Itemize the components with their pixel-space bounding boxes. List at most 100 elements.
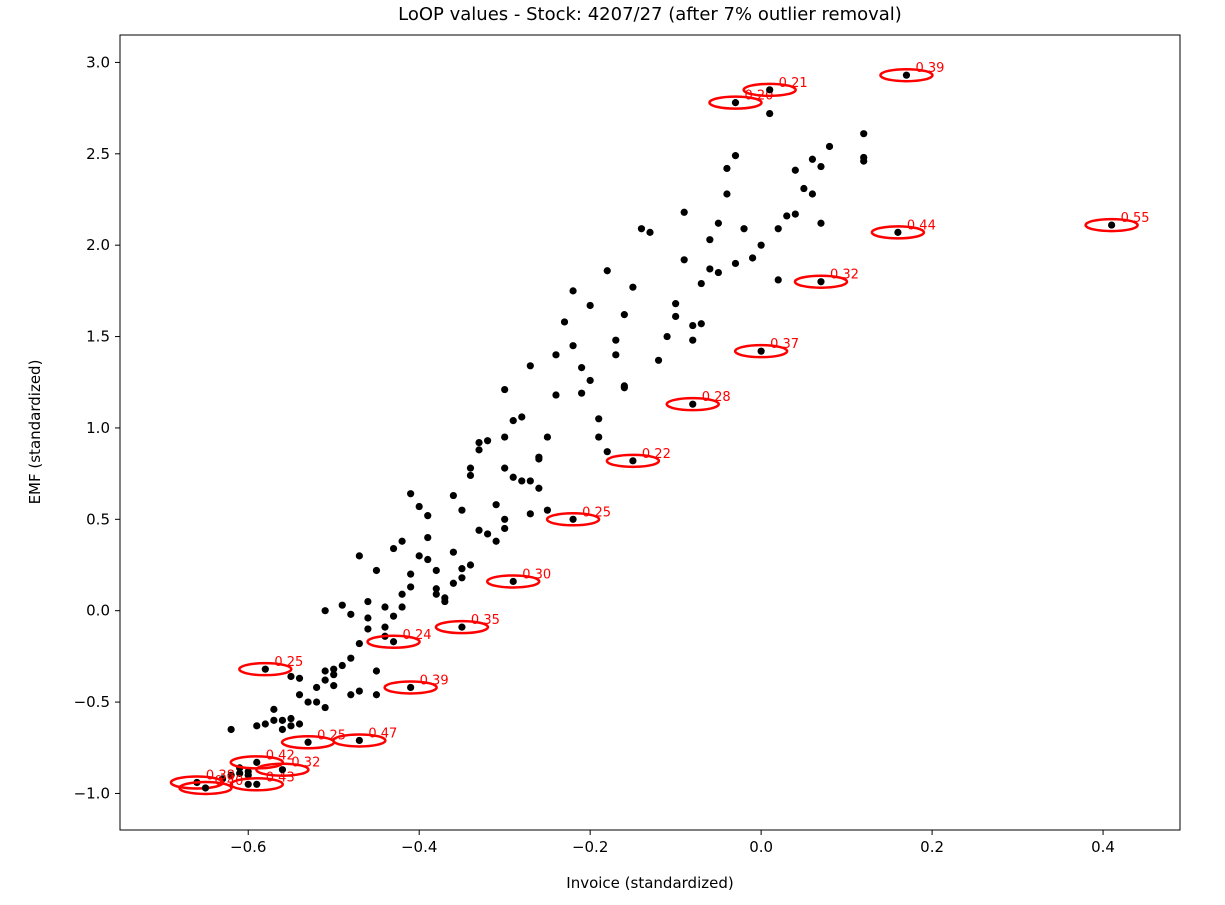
- y-tick-label: 3.0: [86, 53, 110, 71]
- outlier-point: [902, 71, 911, 79]
- data-point: [372, 691, 381, 699]
- data-point: [347, 654, 355, 662]
- x-axis: −0.6 −0.4 −0.2 0.0 0.2 0.4: [230, 830, 1115, 856]
- data-point: [227, 771, 235, 779]
- data-point: [244, 767, 252, 776]
- chart-title: LoOP values - Stock: 4207/27 (after 7% o…: [398, 4, 902, 25]
- outlier-ring: [178, 780, 233, 796]
- x-tick-label: −0.4: [401, 838, 437, 856]
- data-point: [304, 698, 312, 706]
- outlier-ring: [238, 661, 293, 677]
- data-point: [441, 594, 449, 602]
- data-point: [560, 318, 569, 326]
- data-point: [723, 190, 731, 198]
- data-point: [501, 464, 509, 472]
- data-point: [287, 722, 295, 730]
- data-point: [407, 583, 415, 591]
- data-point: [612, 336, 620, 344]
- data-point: [646, 228, 654, 236]
- data-point: [475, 526, 483, 534]
- outlier-ring: [708, 95, 763, 110]
- outlier-ring: [255, 762, 310, 777]
- outlier-ring: [733, 343, 789, 359]
- data-point: [398, 603, 406, 611]
- data-point: [389, 544, 398, 553]
- data-point: [509, 417, 517, 425]
- data-point: [535, 484, 543, 492]
- data-point: [595, 415, 603, 423]
- data-point: [458, 506, 466, 514]
- data-point: [697, 320, 705, 328]
- loop-value-label: 0.25: [274, 655, 303, 670]
- outlier-point: [894, 228, 902, 236]
- outlier-point: [278, 766, 287, 774]
- data-point: [680, 208, 688, 216]
- x-tick-label: −0.2: [572, 838, 608, 856]
- data-point: [492, 537, 500, 545]
- data-point: [706, 265, 714, 273]
- data-point: [295, 720, 304, 728]
- x-tick-label: 0.4: [1091, 838, 1115, 856]
- data-point: [424, 512, 432, 520]
- outlier-point: [731, 99, 740, 107]
- data-point: [543, 433, 552, 441]
- loop-value-label: 0.30: [522, 567, 551, 582]
- data-point: [458, 565, 466, 573]
- outlier-point: [304, 738, 312, 746]
- data-point: [654, 356, 663, 364]
- data-point: [398, 537, 406, 545]
- data-point: [697, 279, 705, 288]
- data-point: [526, 510, 534, 518]
- outlier-point: [689, 400, 697, 408]
- data-point: [603, 267, 611, 275]
- data-point: [347, 691, 355, 699]
- data-point: [261, 720, 269, 728]
- data-point: [364, 614, 372, 622]
- data-point: [783, 212, 791, 220]
- data-point: [355, 639, 363, 648]
- data-point: [330, 671, 338, 679]
- data-point: [475, 446, 483, 454]
- data-point: [270, 716, 278, 724]
- data-point: [509, 473, 517, 481]
- data-point: [458, 574, 466, 582]
- loop-value-label: 0.24: [403, 628, 432, 643]
- y-tick-label: −0.5: [74, 693, 110, 711]
- outlier-ring: [229, 777, 285, 792]
- data-point: [287, 672, 295, 681]
- plot-area: 0.380.400.420.430.320.250.250.470.240.39…: [169, 61, 1150, 796]
- loop-value-label: 0.25: [582, 505, 611, 520]
- data-point: [466, 471, 475, 480]
- x-axis-label: Invoice (standardized): [566, 874, 733, 892]
- outlier-point: [355, 736, 363, 745]
- loop-value-label: 0.38: [206, 768, 235, 783]
- data-point: [449, 491, 457, 500]
- loop-value-label: 0.28: [702, 390, 731, 405]
- outlier-ring: [545, 512, 601, 527]
- data-point: [475, 438, 483, 447]
- data-point: [800, 184, 808, 193]
- data-point: [774, 225, 782, 233]
- data-point: [466, 464, 475, 472]
- data-point: [483, 437, 492, 445]
- loop-value-label: 0.32: [830, 268, 859, 283]
- outlier-point: [569, 515, 577, 523]
- data-point: [501, 524, 509, 533]
- loop-value-label: 0.21: [779, 76, 808, 91]
- outlier-point: [509, 577, 517, 586]
- outlier-point: [766, 86, 774, 94]
- data-point: [586, 301, 594, 310]
- data-point: [808, 155, 817, 163]
- data-point: [578, 364, 586, 372]
- data-point: [672, 312, 680, 321]
- data-point: [432, 590, 440, 598]
- y-axis-label: EMF (standardized): [26, 360, 44, 505]
- data-point: [791, 210, 799, 218]
- outlier-ring: [383, 680, 438, 695]
- data-point: [672, 300, 680, 308]
- data-point: [287, 714, 295, 723]
- outlier-ring: [434, 619, 490, 635]
- data-point: [389, 612, 398, 620]
